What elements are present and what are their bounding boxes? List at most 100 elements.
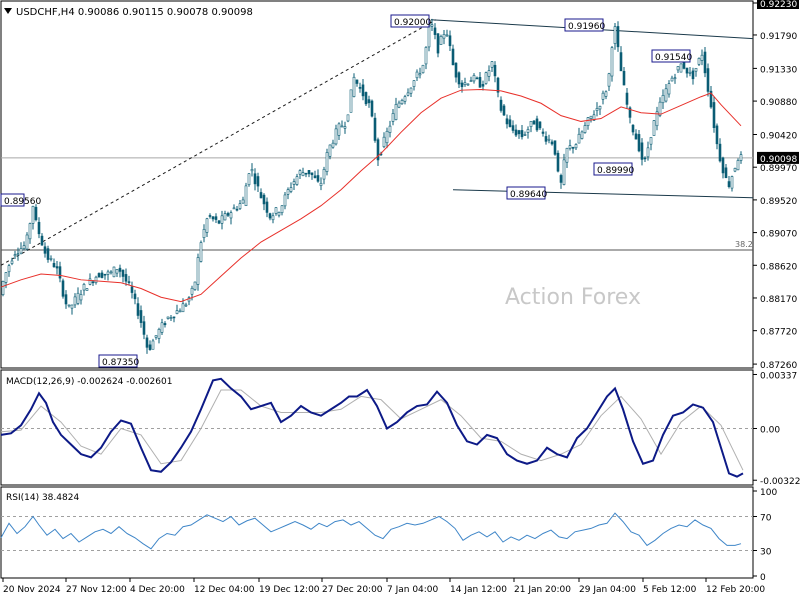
- candle-body: [229, 212, 233, 219]
- time-axis-label: 12 Dec 04:00: [194, 585, 255, 595]
- watermark-text: Action Forex: [505, 285, 641, 310]
- candle-body: [685, 67, 689, 74]
- candle-body: [640, 142, 644, 160]
- candle-body: [400, 100, 404, 105]
- price-annotation-label: 0.89640: [510, 190, 547, 200]
- candle-body: [505, 118, 509, 125]
- candle-body: [22, 245, 26, 249]
- candle-body: [106, 271, 110, 275]
- candle-body: [691, 70, 695, 80]
- candle-body: [364, 92, 368, 105]
- candle-body: [574, 144, 578, 149]
- candle-body: [19, 248, 23, 254]
- candle-body: [112, 266, 116, 278]
- candle-body: [556, 152, 560, 172]
- time-axis-label: 5 Feb 12:00: [643, 585, 697, 595]
- current-price-tag-label: 0.90098: [760, 155, 797, 165]
- time-axis-label: 21 Jan 20:00: [514, 585, 571, 595]
- candle-body: [52, 263, 56, 268]
- candle-body: [697, 58, 701, 65]
- candle-body: [580, 131, 584, 139]
- time-axis-label: 14 Jan 12:00: [450, 585, 507, 595]
- candle-body: [388, 125, 392, 133]
- candle-body: [406, 92, 410, 96]
- candle-body: [199, 242, 203, 262]
- candle-body: [598, 106, 602, 110]
- candle-body: [412, 80, 416, 87]
- price-axis-top-tag: [757, 0, 799, 9]
- candle-body: [484, 72, 488, 84]
- candle-body: [361, 84, 365, 97]
- candle-body: [145, 337, 149, 348]
- price-axis-tick-label: 0.88170: [760, 295, 797, 305]
- support-trendline: [452, 189, 754, 199]
- macd-panel-frame: [0, 369, 754, 486]
- candle-body: [256, 176, 260, 187]
- candle-body: [550, 141, 554, 145]
- candle-body: [169, 317, 173, 319]
- candle-body: [496, 77, 500, 93]
- candle-body: [637, 134, 641, 152]
- candle-body: [688, 71, 692, 74]
- candle-body: [616, 26, 620, 48]
- candle-body: [343, 126, 347, 129]
- candle-body: [643, 157, 647, 160]
- candle-body: [7, 265, 11, 273]
- candle-body: [433, 27, 437, 35]
- price-annotation-box: [98, 354, 138, 368]
- candle-body: [190, 287, 194, 295]
- triangle-down-icon[interactable]: [4, 8, 12, 14]
- candle-body: [634, 133, 638, 140]
- candle-body: [139, 310, 143, 323]
- candle-body: [196, 257, 200, 285]
- candle-body: [583, 125, 587, 133]
- candle-body: [76, 292, 80, 304]
- candle-body: [730, 176, 734, 189]
- price-axis-tick-label: 0.87260: [760, 361, 797, 371]
- time-axis-label: 27 Dec 20:00: [322, 585, 383, 595]
- candle-body: [592, 114, 596, 121]
- candle-body: [523, 134, 527, 136]
- candle-body: [610, 47, 614, 77]
- candle-body: [409, 87, 413, 94]
- candle-body: [544, 136, 548, 142]
- candle-body: [718, 143, 722, 162]
- candle-body: [253, 173, 257, 185]
- candle-body: [676, 66, 680, 71]
- candle-body: [664, 88, 668, 102]
- candle-body: [439, 36, 443, 45]
- candle-body: [490, 61, 494, 68]
- candle-body: [376, 139, 380, 161]
- candle-body: [70, 304, 74, 309]
- candle-body: [547, 138, 551, 141]
- fib-level-label: 38.2: [735, 240, 753, 249]
- candle-body: [130, 286, 134, 293]
- candle-body: [373, 117, 377, 141]
- candle-body: [214, 216, 218, 220]
- candle-body: [124, 274, 128, 282]
- candle-body: [337, 123, 341, 136]
- price-axis-tick-label: 0.90420: [760, 132, 797, 142]
- candle-body: [475, 77, 479, 80]
- current-price-tag: [757, 151, 799, 164]
- candle-body: [595, 108, 599, 111]
- candle-body: [712, 102, 716, 128]
- candle-body: [358, 87, 362, 89]
- time-axis-label: 27 Nov 12:00: [66, 585, 127, 595]
- candle-body: [109, 271, 113, 274]
- rsi-axis-tick-label: 30: [760, 548, 772, 558]
- candle-body: [538, 121, 542, 129]
- candle-body: [166, 316, 170, 319]
- candle-body: [460, 82, 464, 88]
- candle-body: [349, 89, 353, 113]
- candle-body: [184, 304, 188, 307]
- candle-body: [469, 80, 473, 82]
- candle-body: [448, 35, 452, 47]
- time-axis-label: 29 Jan 04:00: [579, 585, 636, 595]
- candle-body: [205, 218, 209, 233]
- candle-body: [295, 176, 299, 185]
- candle-body: [79, 294, 83, 301]
- candle-body: [64, 294, 68, 305]
- candle-body: [526, 129, 530, 133]
